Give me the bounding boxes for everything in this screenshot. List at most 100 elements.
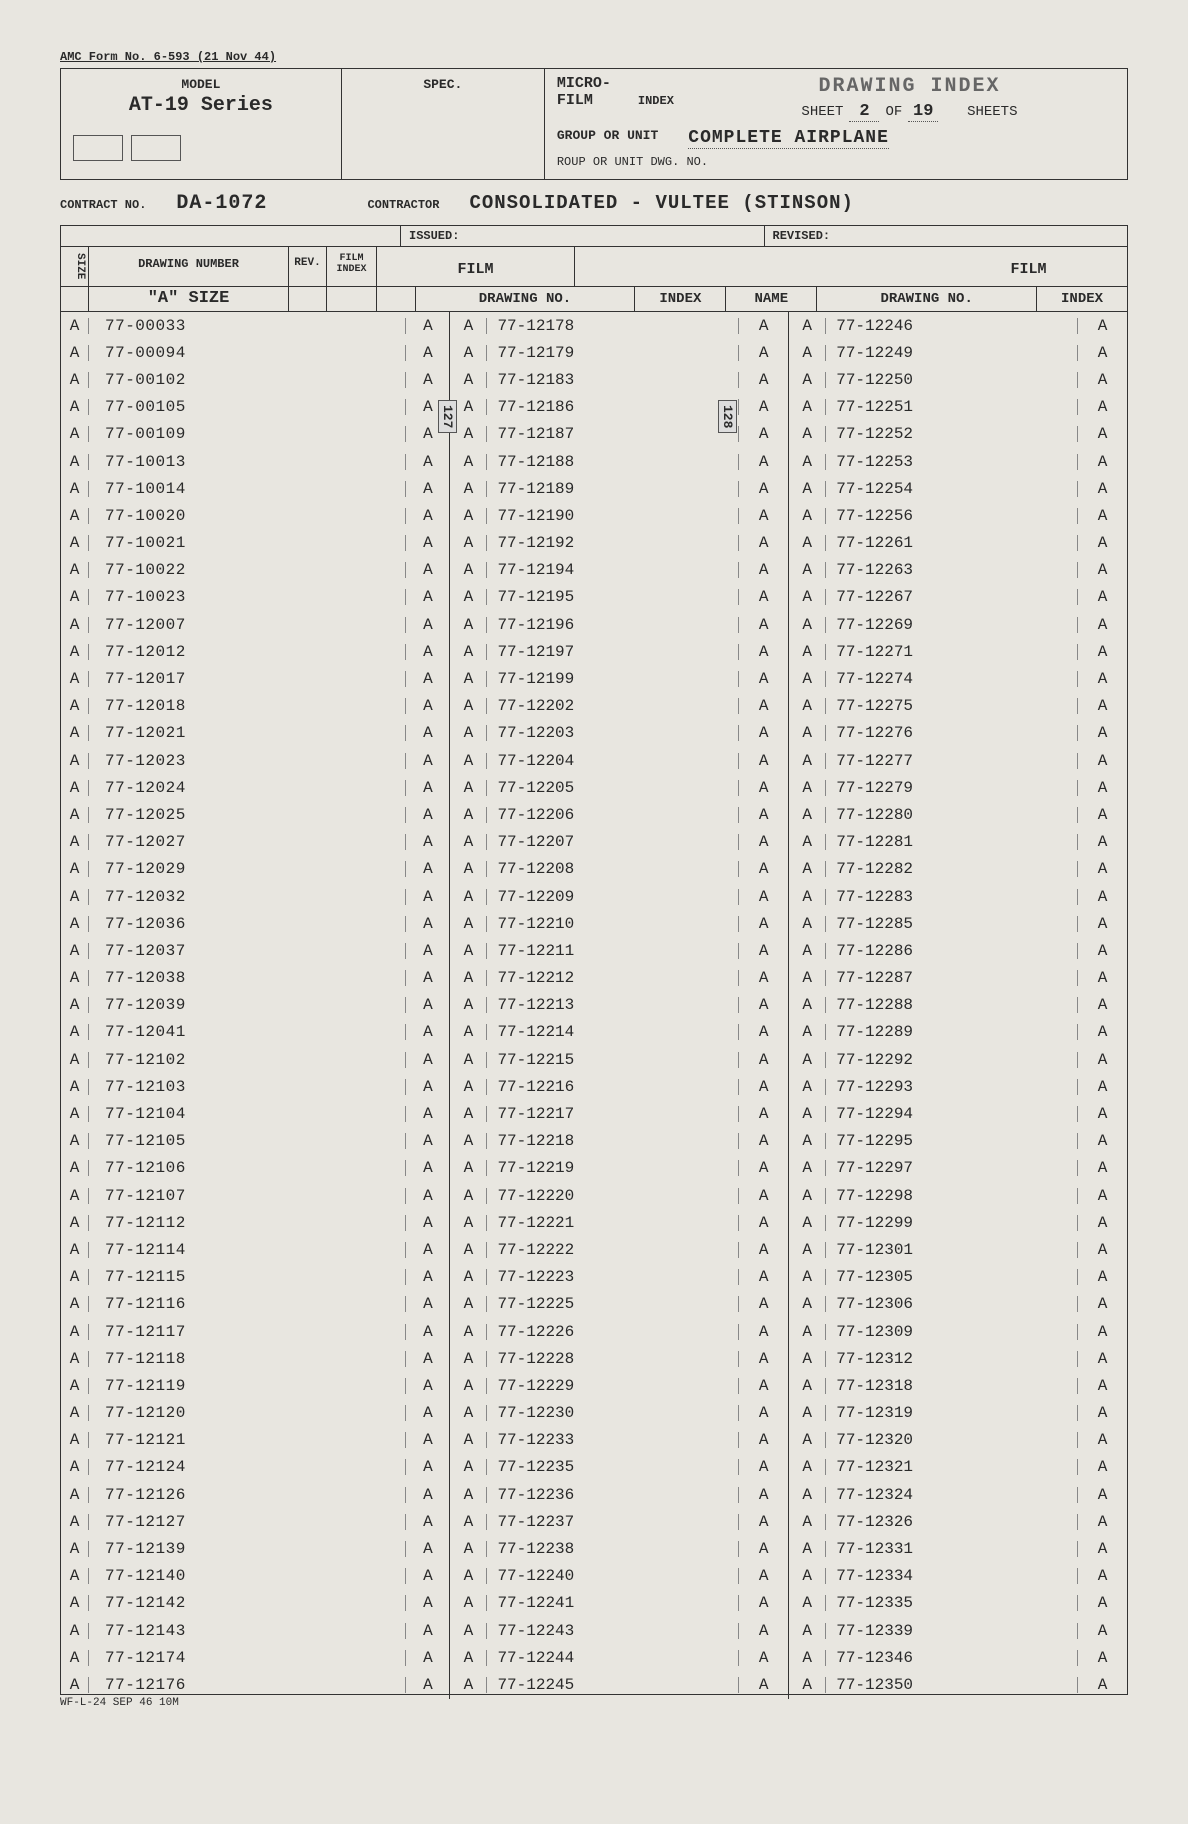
cell-drawing-number: 77-12199 xyxy=(486,671,738,687)
hdr-name: NAME xyxy=(726,287,817,311)
cell-drawing-number: 77-12209 xyxy=(486,889,738,905)
cell-film-index: A xyxy=(405,698,449,714)
film-label: FILM xyxy=(557,92,593,109)
cell-drawing-number: 77-12298 xyxy=(825,1188,1077,1204)
cell-size: A xyxy=(61,861,89,877)
cell-drawing-number: 77-12288 xyxy=(825,997,1077,1013)
cell-size: A xyxy=(61,1650,89,1666)
cell-drawing-number: 77-12211 xyxy=(486,943,738,959)
cell-film-index: A xyxy=(1077,753,1127,769)
cell-size: A xyxy=(789,1106,825,1122)
cell-film-index: A xyxy=(1077,1568,1127,1584)
table-row: A77-12287A xyxy=(789,965,1127,992)
cell-film-index: A xyxy=(1077,1541,1127,1557)
cell-film-index: A xyxy=(738,807,788,823)
issued-label: ISSUED: xyxy=(401,226,765,246)
table-row: A77-12339A xyxy=(789,1617,1127,1644)
cell-film-index: A xyxy=(1077,1133,1127,1149)
cell-size: A xyxy=(450,1188,486,1204)
table-row: A77-12139A xyxy=(61,1535,449,1562)
cell-film-index: A xyxy=(738,997,788,1013)
cell-size: A xyxy=(450,1514,486,1530)
cell-size: A xyxy=(789,508,825,524)
cell-size: A xyxy=(789,1378,825,1394)
cell-drawing-number: 77-12331 xyxy=(825,1541,1077,1557)
cell-film-index: A xyxy=(405,807,449,823)
cell-size: A xyxy=(789,1459,825,1475)
table-row: A77-12263A xyxy=(789,557,1127,584)
cell-drawing-number: 77-12244 xyxy=(486,1650,738,1666)
cell-size: A xyxy=(61,1215,89,1231)
cell-size: A xyxy=(61,1459,89,1475)
cell-film-index: A xyxy=(405,997,449,1013)
cell-film-index: A xyxy=(405,644,449,660)
cell-drawing-number: 77-12142 xyxy=(89,1595,371,1611)
cell-size: A xyxy=(61,1133,89,1149)
table-row: A77-12326A xyxy=(789,1508,1127,1535)
cell-size: A xyxy=(61,1677,89,1693)
cell-drawing-number: 77-10023 xyxy=(89,589,371,605)
data-col-3: A77-12246AA77-12249AA77-12250AA77-12251A… xyxy=(789,312,1127,1699)
table-row: A77-12221A xyxy=(450,1209,788,1236)
cell-film-index: A xyxy=(405,1432,449,1448)
table-row: A77-12178A xyxy=(450,312,788,339)
cell-film-index: A xyxy=(738,834,788,850)
cell-film-index: A xyxy=(1077,916,1127,932)
cell-size: A xyxy=(789,1541,825,1557)
table-row: A77-12241A xyxy=(450,1590,788,1617)
table-row: A77-00109A xyxy=(61,421,449,448)
cell-film-index: A xyxy=(405,1459,449,1475)
cell-drawing-number: 77-12024 xyxy=(89,780,371,796)
cell-size: A xyxy=(61,481,89,497)
cell-film-index: A xyxy=(405,943,449,959)
cell-size: A xyxy=(450,535,486,551)
cell-film-index: A xyxy=(738,1351,788,1367)
cell-size: A xyxy=(450,807,486,823)
cell-size: A xyxy=(450,345,486,361)
cell-size: A xyxy=(61,562,89,578)
cell-drawing-number: 77-10020 xyxy=(89,508,371,524)
cell-drawing-number: 77-12276 xyxy=(825,725,1077,741)
table-row: A77-12127A xyxy=(61,1508,449,1535)
cell-size: A xyxy=(450,1650,486,1666)
cell-drawing-number: 77-12277 xyxy=(825,753,1077,769)
cell-drawing-number: 77-12269 xyxy=(825,617,1077,633)
cell-size: A xyxy=(789,1133,825,1149)
cell-drawing-number: 77-12335 xyxy=(825,1595,1077,1611)
cell-size: A xyxy=(789,1269,825,1285)
cell-size: A xyxy=(61,1188,89,1204)
cell-size: A xyxy=(450,943,486,959)
cell-size: A xyxy=(61,1160,89,1176)
cell-drawing-number: 77-00109 xyxy=(89,426,371,442)
table-row: A77-12238A xyxy=(450,1535,788,1562)
cell-drawing-number: 77-12183 xyxy=(486,372,738,388)
cell-size: A xyxy=(61,372,89,388)
cell-film-index: A xyxy=(738,1459,788,1475)
cell-size: A xyxy=(61,535,89,551)
cell-drawing-number: 77-12243 xyxy=(486,1623,738,1639)
cell-size: A xyxy=(789,1242,825,1258)
cell-film-index: A xyxy=(1077,399,1127,415)
cell-size: A xyxy=(450,1215,486,1231)
cell-size: A xyxy=(789,1487,825,1503)
cell-film-index: A xyxy=(1077,1242,1127,1258)
cell-drawing-number: 77-12282 xyxy=(825,861,1077,877)
cell-drawing-number: 77-12194 xyxy=(486,562,738,578)
cell-film-index: A xyxy=(1077,1595,1127,1611)
cell-size: A xyxy=(450,1487,486,1503)
table-row: A77-12254A xyxy=(789,475,1127,502)
table-row: A77-12236A xyxy=(450,1481,788,1508)
cell-size: A xyxy=(61,753,89,769)
table-row: A77-12039A xyxy=(61,992,449,1019)
cell-drawing-number: 77-12116 xyxy=(89,1296,371,1312)
cell-film-index: A xyxy=(738,1650,788,1666)
cell-drawing-number: 77-12021 xyxy=(89,725,371,741)
table-row: A77-12250A xyxy=(789,366,1127,393)
cell-size: A xyxy=(789,834,825,850)
cell-film-index: A xyxy=(405,1296,449,1312)
cell-drawing-number: 77-12114 xyxy=(89,1242,371,1258)
table-row: A77-12226A xyxy=(450,1318,788,1345)
cell-drawing-number: 77-12237 xyxy=(486,1514,738,1530)
contractor-label: CONTRACTOR xyxy=(367,198,439,212)
table-row: A77-12119A xyxy=(61,1372,449,1399)
